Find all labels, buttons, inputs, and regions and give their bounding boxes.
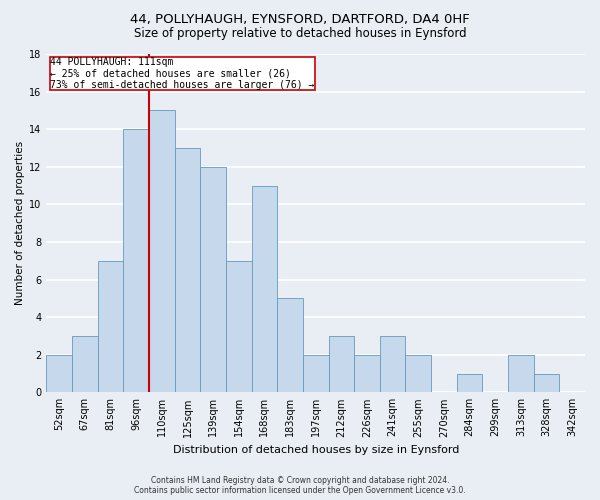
Text: Size of property relative to detached houses in Eynsford: Size of property relative to detached ho… xyxy=(134,28,466,40)
Bar xyxy=(226,260,251,392)
Bar xyxy=(200,167,226,392)
Bar xyxy=(457,374,482,392)
Y-axis label: Number of detached properties: Number of detached properties xyxy=(15,141,25,305)
Bar xyxy=(149,110,175,392)
Text: 44 POLLYHAUGH: 111sqm
← 25% of detached houses are smaller (26)
73% of semi-deta: 44 POLLYHAUGH: 111sqm ← 25% of detached … xyxy=(50,57,314,90)
Bar xyxy=(329,336,354,392)
Bar xyxy=(534,374,559,392)
Bar xyxy=(406,354,431,393)
Bar xyxy=(72,336,98,392)
Text: 44, POLLYHAUGH, EYNSFORD, DARTFORD, DA4 0HF: 44, POLLYHAUGH, EYNSFORD, DARTFORD, DA4 … xyxy=(130,12,470,26)
Bar xyxy=(98,260,124,392)
Bar xyxy=(124,129,149,392)
Bar xyxy=(380,336,406,392)
Bar xyxy=(303,354,329,393)
Bar xyxy=(354,354,380,393)
X-axis label: Distribution of detached houses by size in Eynsford: Distribution of detached houses by size … xyxy=(173,445,459,455)
Bar xyxy=(175,148,200,392)
Bar xyxy=(277,298,303,392)
Bar xyxy=(508,354,534,393)
Bar xyxy=(251,186,277,392)
Bar xyxy=(46,354,72,393)
Text: Contains HM Land Registry data © Crown copyright and database right 2024.
Contai: Contains HM Land Registry data © Crown c… xyxy=(134,476,466,495)
